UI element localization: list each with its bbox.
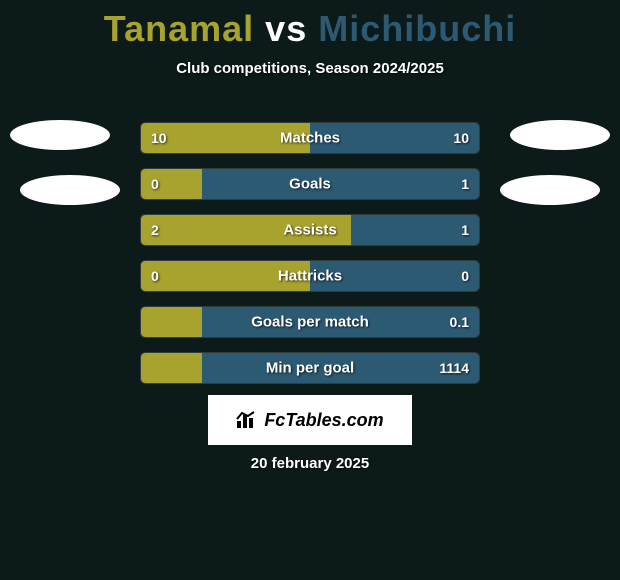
- player2-value: 0.1: [450, 314, 469, 330]
- player1-bar: [141, 307, 202, 337]
- player2-club-badge: [500, 175, 600, 205]
- stats-chart: 10 10 Matches 0 1 Goals 2 1 Assists 0 0 Hattricks 0.…: [140, 122, 480, 398]
- stat-label: Hattricks: [278, 268, 342, 285]
- stat-row: 0 1 Goals: [140, 168, 480, 200]
- stat-row: 0 0 Hattricks: [140, 260, 480, 292]
- vs-label: vs: [265, 8, 307, 49]
- comparison-title: Tanamal vs Michibuchi: [0, 0, 620, 50]
- player1-club-badge: [20, 175, 120, 205]
- player2-value: 1: [461, 222, 469, 238]
- branding-box: FcTables.com: [208, 395, 412, 445]
- brand-text: FcTables.com: [264, 410, 383, 431]
- player2-bar: [351, 215, 479, 245]
- stat-label: Goals: [289, 176, 331, 193]
- stat-row: 10 10 Matches: [140, 122, 480, 154]
- chart-icon: [236, 411, 258, 429]
- player1-value: 0: [151, 176, 159, 192]
- subtitle: Club competitions, Season 2024/2025: [0, 60, 620, 77]
- player1-photo: [10, 120, 110, 150]
- date-label: 20 february 2025: [251, 455, 369, 472]
- player2-value: 0: [461, 268, 469, 284]
- player1-bar: [141, 353, 202, 383]
- player1-name: Tanamal: [104, 8, 254, 49]
- player2-bar: [202, 169, 479, 199]
- stat-label: Goals per match: [251, 314, 369, 331]
- stat-label: Assists: [283, 222, 336, 239]
- stat-row: 1114 Min per goal: [140, 352, 480, 384]
- player2-value: 1: [461, 176, 469, 192]
- player1-value: 0: [151, 268, 159, 284]
- player1-value: 2: [151, 222, 159, 238]
- player2-photo: [510, 120, 610, 150]
- player2-name: Michibuchi: [318, 8, 516, 49]
- stat-row: 0.1 Goals per match: [140, 306, 480, 338]
- stat-label: Min per goal: [266, 360, 354, 377]
- player2-value: 1114: [439, 360, 469, 376]
- player1-value: 10: [151, 130, 167, 146]
- player2-value: 10: [453, 130, 469, 146]
- stat-row: 2 1 Assists: [140, 214, 480, 246]
- stat-label: Matches: [280, 130, 340, 147]
